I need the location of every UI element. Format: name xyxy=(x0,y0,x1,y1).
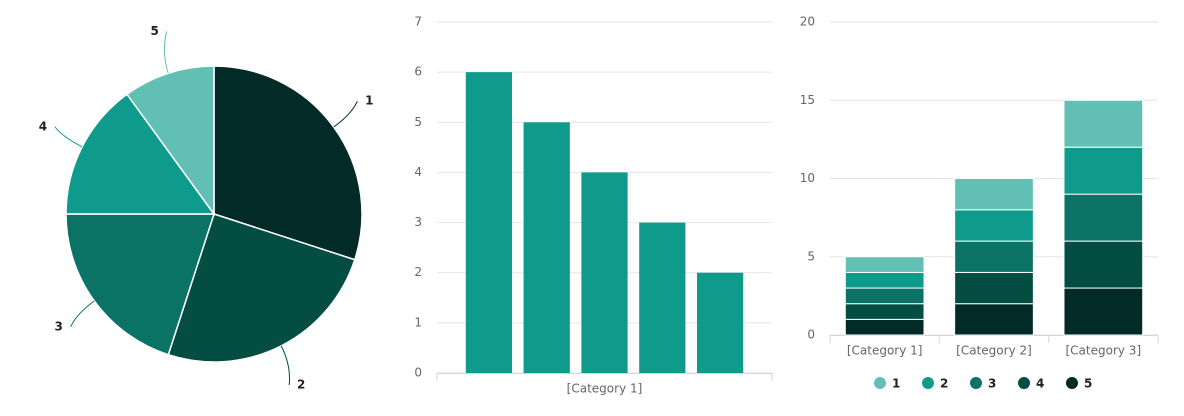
y-tick-label: 5 xyxy=(414,115,422,129)
bar xyxy=(523,122,570,374)
leader-line xyxy=(70,300,95,328)
pie-slice xyxy=(65,93,216,215)
bar xyxy=(696,272,744,373)
x-tick-label: [Category 2] xyxy=(956,344,1032,358)
stacked-bar xyxy=(1063,287,1144,336)
leader-line xyxy=(333,100,358,128)
legend-label: 2 xyxy=(940,377,948,391)
pie-slice xyxy=(213,65,363,261)
legend-label: 5 xyxy=(1084,377,1092,391)
legend-label: 1 xyxy=(892,377,900,391)
stacked-bar xyxy=(954,209,1034,242)
bar xyxy=(581,172,628,373)
y-tick-label: 7 xyxy=(414,15,422,29)
pie-label: 3 xyxy=(54,319,62,333)
legend-marker xyxy=(874,377,886,389)
y-tick-label: 20 xyxy=(800,15,815,29)
stacked-bar xyxy=(844,287,925,305)
stacked-bar xyxy=(954,303,1034,336)
y-tick-label: 5 xyxy=(807,249,815,263)
pie-label: 4 xyxy=(39,119,47,133)
leader-line xyxy=(54,126,83,148)
x-tick-label: [Category 1] xyxy=(847,344,923,358)
bar xyxy=(639,222,686,373)
legend-marker xyxy=(1018,377,1030,389)
stacked-bar xyxy=(844,271,925,289)
stacked-bar xyxy=(844,256,925,273)
pie-slice xyxy=(125,65,215,217)
pie-label: 2 xyxy=(297,378,305,392)
y-tick-label: 4 xyxy=(414,165,422,179)
stacked-bar xyxy=(1063,193,1144,242)
pie-slice xyxy=(65,213,216,356)
stacked-bar xyxy=(954,178,1034,211)
pie-label: 5 xyxy=(150,24,158,38)
stacked-bar xyxy=(844,303,925,320)
stacked-bar xyxy=(954,240,1034,273)
stacked-bar xyxy=(1063,146,1144,195)
x-tick-label: [Category 1] xyxy=(567,382,643,396)
pie-label: 1 xyxy=(365,94,373,108)
y-tick-label: 2 xyxy=(414,265,422,279)
stacked-bar xyxy=(844,318,925,336)
leader-line xyxy=(280,345,290,386)
y-tick-label: 0 xyxy=(807,328,815,342)
y-tick-label: 1 xyxy=(414,315,422,329)
legend-marker xyxy=(970,377,982,389)
stacked-bar xyxy=(1063,99,1144,148)
y-tick-label: 6 xyxy=(414,65,422,79)
y-tick-label: 15 xyxy=(800,93,815,107)
stacked-bar xyxy=(1063,240,1144,289)
pie-slice xyxy=(167,213,356,363)
stacked-bar xyxy=(954,271,1034,305)
bar xyxy=(465,72,513,374)
y-tick-label: 10 xyxy=(800,171,815,185)
y-tick-label: 0 xyxy=(414,366,422,380)
leader-line xyxy=(163,31,169,74)
legend-marker xyxy=(922,377,934,389)
y-tick-label: 3 xyxy=(414,215,422,229)
legend-label: 3 xyxy=(988,377,996,391)
legend-label: 4 xyxy=(1036,377,1044,391)
legend-marker xyxy=(1066,377,1078,389)
x-tick-label: [Category 3] xyxy=(1066,344,1142,358)
